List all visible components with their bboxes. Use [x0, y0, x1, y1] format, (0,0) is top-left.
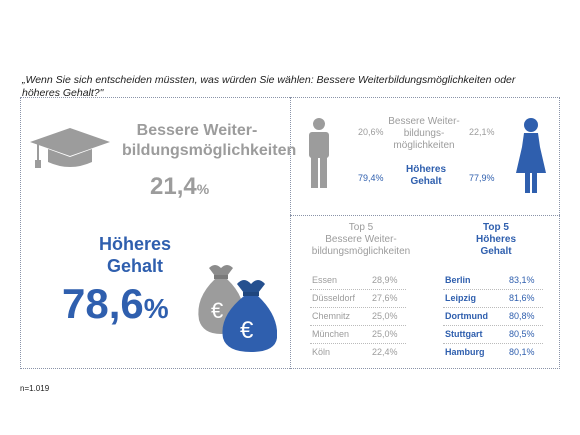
- top5-bessere-heading: Top 5 Bessere Weiter- bildungsmöglichkei…: [296, 222, 426, 258]
- city-name: Stuttgart: [445, 329, 483, 339]
- gender-bessere-line1: Bessere Weiter-: [388, 116, 460, 127]
- gender-bessere-line2: bildungs-: [403, 128, 445, 139]
- top5-bessere-heading-line3: bildungsmöglichkeiten: [311, 246, 411, 257]
- row-divider: [310, 307, 406, 308]
- woman-icon: [516, 118, 546, 193]
- row-divider: [443, 325, 543, 326]
- city-value: 22,4%: [372, 347, 398, 357]
- money-bags-icon: € €: [198, 265, 277, 352]
- hoeheres-title-line2: Gehalt: [106, 256, 163, 276]
- gender-hoeheres-label: Höheres Gehalt: [390, 164, 462, 188]
- gender-hoeheres-line1: Höheres: [405, 164, 446, 175]
- city-name: Leipzig: [445, 293, 476, 303]
- city-value: 80,1%: [509, 347, 535, 357]
- men-hoeheres-percent: 79,4%: [358, 173, 384, 183]
- gender-bessere-label: Bessere Weiter- bildungs- möglichkeiten: [380, 116, 468, 152]
- bessere-title-line2: bildungsmöglichkeiten: [122, 142, 297, 159]
- euro-symbol-grey: €: [211, 298, 223, 323]
- row-divider: [443, 307, 543, 308]
- bessere-title-line1: Bessere Weiter-: [136, 122, 258, 139]
- hoeheres-percent-value: 78,6: [62, 280, 144, 327]
- graduation-cap-icon: [30, 128, 110, 168]
- city-value: 80,8%: [509, 311, 535, 321]
- city-value: 83,1%: [509, 275, 535, 285]
- men-bessere-percent: 20,6%: [358, 127, 384, 137]
- survey-question: „Wenn Sie sich entscheiden müssten, was …: [22, 74, 516, 99]
- euro-symbol-blue: €: [240, 317, 254, 344]
- top5-bessere-heading-line2: Bessere Weiter-: [325, 234, 397, 245]
- bessere-percent: 21,4%: [150, 173, 209, 201]
- hoeheres-title-line1: Höheres: [98, 234, 172, 254]
- row-divider: [443, 289, 543, 290]
- city-value: 28,9%: [372, 275, 398, 285]
- city-name: München: [312, 329, 350, 339]
- city-value: 81,6%: [509, 293, 535, 303]
- city-name: Dortmund: [445, 311, 488, 321]
- top5-hoeheres-heading-line3: Gehalt: [480, 246, 512, 257]
- top5-hoeheres-heading-line1: Top 5: [483, 222, 509, 233]
- city-value: 25,0%: [372, 329, 398, 339]
- row-divider: [310, 325, 406, 326]
- hoeheres-percent: 78,6%: [62, 280, 169, 333]
- city-name: Berlin: [445, 275, 471, 285]
- city-name: Hamburg: [445, 347, 485, 357]
- hoeheres-percent-unit: %: [143, 293, 169, 324]
- city-name: Essen: [312, 275, 338, 285]
- bessere-percent-unit: %: [196, 181, 210, 197]
- hoeheres-title: Höheres Gehalt: [75, 233, 195, 277]
- sample-size-note: n=1.019: [20, 384, 50, 393]
- top5-hoeheres-heading-line2: Höheres: [475, 234, 516, 245]
- city-name: Chemnitz: [312, 311, 351, 321]
- women-bessere-percent: 22,1%: [469, 127, 495, 137]
- bessere-title: Bessere Weiter- bildungsmöglichkeiten: [122, 121, 297, 161]
- bessere-percent-value: 21,4: [150, 173, 197, 200]
- man-icon: [309, 118, 329, 188]
- top5-bessere-heading-line1: Top 5: [348, 222, 374, 233]
- city-value: 27,6%: [372, 293, 398, 303]
- city-value: 25,0%: [372, 311, 398, 321]
- divider-vertical: [290, 97, 291, 369]
- women-hoeheres-percent: 77,9%: [469, 173, 495, 183]
- row-divider: [310, 343, 406, 344]
- gender-bessere-line3: möglichkeiten: [393, 140, 455, 151]
- row-divider: [310, 289, 406, 290]
- divider-horizontal: [290, 215, 560, 216]
- city-value: 80,5%: [509, 329, 535, 339]
- city-name: Köln: [312, 347, 331, 357]
- gender-hoeheres-line2: Gehalt: [410, 176, 442, 187]
- city-name: Düsseldorf: [312, 293, 356, 303]
- row-divider: [443, 343, 543, 344]
- top5-hoeheres-heading: Top 5 Höheres Gehalt: [446, 222, 546, 258]
